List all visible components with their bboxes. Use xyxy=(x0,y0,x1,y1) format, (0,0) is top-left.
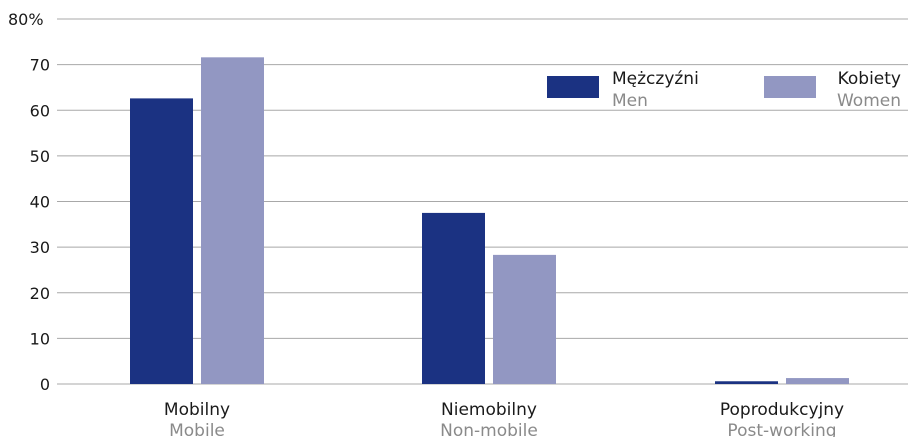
x-category-sublabel: Non-mobile xyxy=(440,421,538,437)
bar xyxy=(786,378,849,384)
y-tick-label: 80% xyxy=(8,10,44,29)
y-tick-label: 50 xyxy=(30,147,50,166)
y-tick-label: 70 xyxy=(30,56,50,75)
x-category-label: Mobilny xyxy=(164,400,230,420)
gridlines xyxy=(57,18,908,385)
legend-swatch xyxy=(547,76,599,98)
bar xyxy=(201,57,264,384)
legend-label: Mężczyźni xyxy=(612,69,699,89)
bar xyxy=(493,254,556,384)
bar xyxy=(422,212,485,384)
legend-label: Kobiety xyxy=(838,69,901,89)
y-tick-label: 10 xyxy=(30,329,50,348)
legend-sublabel: Women xyxy=(837,91,901,111)
x-category-label: Poprodukcyjny xyxy=(720,400,844,420)
x-category-label: Niemobilny xyxy=(441,400,537,420)
y-axis-tick-labels: 0 10 20 30 40 50 60 70 80% xyxy=(8,10,50,394)
bars xyxy=(130,57,849,384)
y-tick-label: 30 xyxy=(30,238,50,257)
bar xyxy=(715,381,778,384)
y-tick-label: 0 xyxy=(40,375,50,394)
y-tick-label: 60 xyxy=(30,101,50,120)
legend-sublabel: Men xyxy=(612,91,648,111)
bar xyxy=(130,98,193,384)
x-category-sublabel: Mobile xyxy=(169,421,225,437)
y-tick-label: 40 xyxy=(30,193,50,212)
x-category-sublabel: Post-working xyxy=(727,421,836,437)
y-tick-label: 20 xyxy=(30,284,50,303)
legend-swatch xyxy=(764,76,816,98)
